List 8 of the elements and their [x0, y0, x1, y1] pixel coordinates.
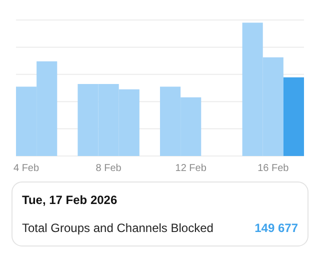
x-tick-label: 4 Feb: [13, 163, 40, 174]
text: Total Groups and Channels Blocked: [22, 221, 214, 235]
text: 149 677: [254, 221, 298, 235]
x-tick-label: 12 Feb: [175, 163, 207, 174]
x-tick-label: 16 Feb: [258, 163, 290, 174]
x-tick-label: 8 Feb: [96, 163, 122, 174]
text: Tue, 17 Feb 2026: [22, 193, 118, 207]
bar: [283, 77, 304, 156]
